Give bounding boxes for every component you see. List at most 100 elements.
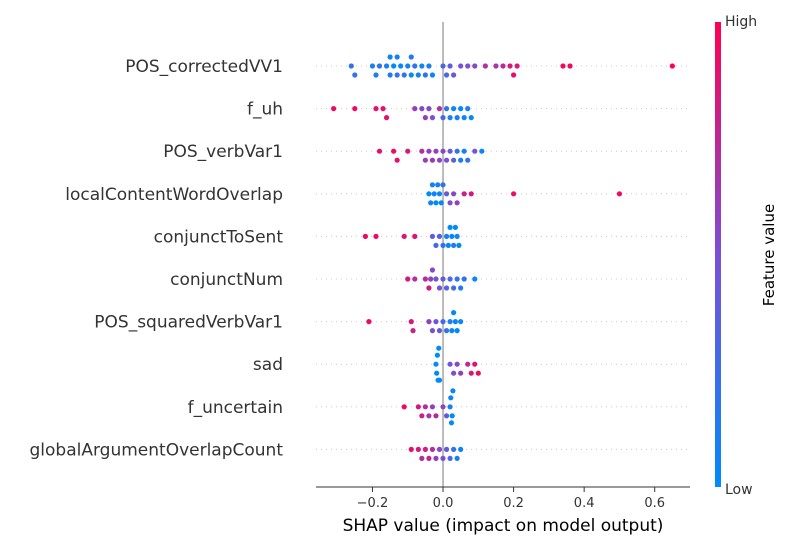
shap-point (472, 63, 478, 69)
shap-point (452, 319, 458, 325)
shap-point (443, 328, 450, 334)
shap-point (394, 72, 400, 78)
shap-point (443, 106, 450, 112)
shap-point (429, 157, 436, 163)
feature-label: POS_correctedVV1 (125, 57, 283, 77)
shap-point (433, 148, 439, 154)
shap-point (419, 148, 425, 154)
shap-point (433, 200, 439, 206)
shap-point (391, 63, 397, 69)
shap-point (422, 404, 428, 410)
shap-point (352, 72, 358, 78)
shap-point (331, 106, 337, 112)
shap-point (429, 182, 436, 188)
shap-point (401, 233, 407, 239)
shap-point (451, 106, 457, 112)
shap-point (468, 370, 474, 376)
shap-point (436, 345, 442, 351)
shap-point (472, 148, 478, 154)
shap-point (447, 404, 453, 410)
shap-point (461, 276, 467, 282)
colorbar-low-label: Low (725, 482, 753, 498)
shap-point (443, 233, 450, 239)
shap-point (387, 54, 393, 60)
shap-point (472, 361, 478, 367)
shap-point (461, 191, 467, 197)
shap-point (458, 157, 464, 163)
shap-point (373, 106, 379, 112)
shap-point (369, 63, 376, 69)
shap-point (440, 276, 446, 282)
shap-point (419, 413, 425, 419)
shap-point (440, 148, 446, 154)
shap-point (440, 182, 446, 188)
shap-point (408, 54, 414, 60)
shap-point (435, 182, 441, 188)
shap-point (451, 370, 457, 376)
shap-point (422, 276, 428, 282)
shap-point (433, 413, 439, 419)
feature-label: POS_squaredVerbVar1 (94, 313, 283, 333)
shap-point (461, 148, 467, 154)
feature-label: f_uncertain (188, 398, 283, 418)
colorbar-title: Feature value (760, 204, 778, 306)
shap-point (449, 233, 455, 239)
shap-point (451, 157, 457, 163)
feature-label: f_uh (247, 100, 283, 120)
shap-point (443, 285, 450, 291)
shap-point (454, 276, 460, 282)
shap-point (419, 455, 425, 461)
shap-point (468, 191, 474, 197)
shap-point (408, 72, 414, 78)
shap-point (465, 361, 471, 367)
shap-point (440, 115, 446, 121)
feature-label: conjunctNum (170, 270, 283, 290)
shap-point (436, 191, 443, 197)
shap-point (366, 319, 372, 325)
shap-point (422, 157, 428, 163)
shap-point (482, 63, 488, 69)
x-tick-label: 0.2 (503, 496, 524, 511)
shap-point (447, 200, 453, 206)
shap-point (443, 157, 450, 163)
shap-point (454, 200, 460, 206)
shap-point (447, 115, 453, 121)
shap-point (454, 455, 460, 461)
shap-point (415, 72, 421, 78)
x-tick-label: 0.4 (574, 496, 595, 511)
shap-point (422, 446, 428, 452)
shap-point (405, 148, 411, 154)
shap-point (451, 72, 457, 78)
shap-point (429, 115, 436, 121)
shap-point (440, 455, 446, 461)
shap-point (454, 115, 460, 121)
shap-point (405, 276, 411, 282)
shap-point (433, 319, 439, 325)
shap-point (567, 63, 573, 69)
shap-point (472, 276, 478, 282)
colorbar (715, 22, 721, 487)
shap-point (514, 63, 520, 69)
shap-point (415, 446, 421, 452)
shap-point (443, 72, 450, 78)
shap-point (434, 352, 440, 358)
shap-point (443, 191, 450, 197)
x-axis-title: SHAP value (impact on model output) (343, 516, 664, 536)
shap-point (419, 63, 425, 69)
shap-point (475, 370, 481, 376)
shap-point (383, 63, 390, 69)
shap-point (451, 446, 457, 452)
shap-point (458, 370, 464, 376)
shap-point (398, 63, 404, 69)
shap-point (373, 72, 379, 78)
shap-points (331, 54, 675, 461)
shap-point (479, 148, 485, 154)
shap-point (493, 63, 499, 69)
shap-point (449, 328, 455, 334)
row-gridlines (316, 65, 690, 450)
shap-point (454, 148, 460, 154)
shap-point (447, 455, 453, 461)
shap-point (408, 446, 414, 452)
feature-label: localContentWordOverlap (65, 185, 283, 205)
